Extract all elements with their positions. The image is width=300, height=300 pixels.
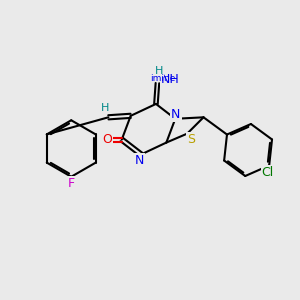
Text: S: S [187, 133, 195, 146]
Text: N: N [135, 154, 144, 167]
Text: Cl: Cl [262, 167, 274, 179]
Text: NH: NH [160, 73, 179, 86]
Text: H: H [155, 66, 163, 76]
Text: imine: imine [150, 74, 175, 83]
Text: F: F [68, 177, 75, 190]
Text: N: N [171, 108, 181, 121]
Text: O: O [102, 133, 112, 146]
Text: H: H [100, 103, 109, 113]
